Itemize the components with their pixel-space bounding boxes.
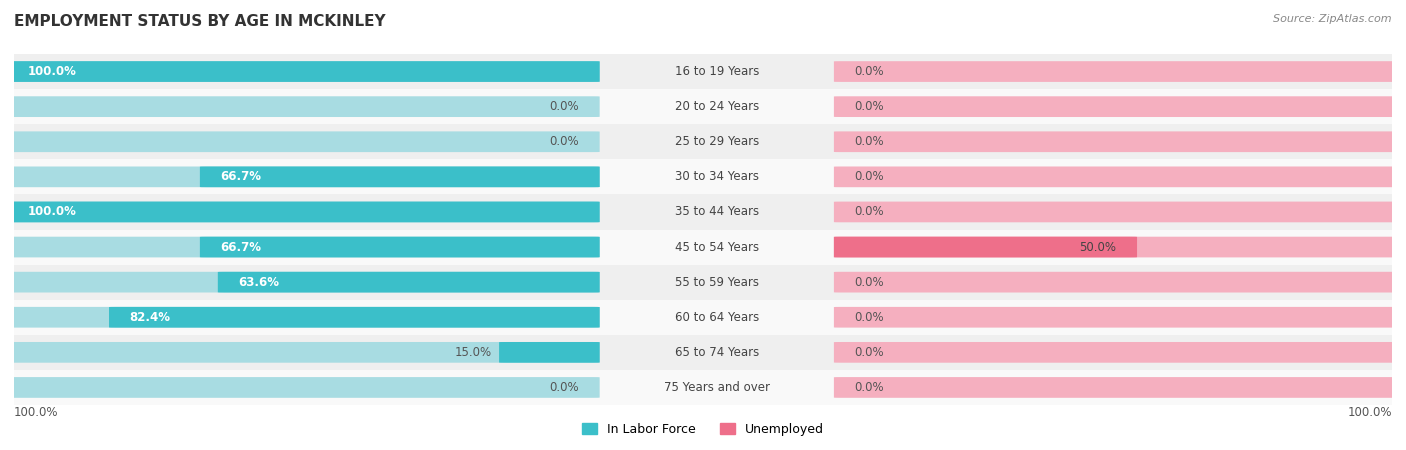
Text: 0.0%: 0.0% bbox=[855, 65, 884, 78]
Text: 0.0%: 0.0% bbox=[855, 381, 884, 394]
Bar bbox=[14, 300, 1392, 335]
Text: 65 to 74 Years: 65 to 74 Years bbox=[675, 346, 759, 359]
Bar bbox=[14, 159, 1392, 194]
Text: 15.0%: 15.0% bbox=[456, 346, 492, 359]
FancyBboxPatch shape bbox=[7, 307, 599, 328]
Bar bbox=[14, 335, 1392, 370]
Text: EMPLOYMENT STATUS BY AGE IN MCKINLEY: EMPLOYMENT STATUS BY AGE IN MCKINLEY bbox=[14, 14, 385, 28]
FancyBboxPatch shape bbox=[834, 377, 1406, 398]
FancyBboxPatch shape bbox=[834, 272, 1406, 292]
FancyBboxPatch shape bbox=[499, 342, 599, 363]
Text: 0.0%: 0.0% bbox=[550, 100, 579, 113]
Text: 66.7%: 66.7% bbox=[221, 241, 262, 253]
FancyBboxPatch shape bbox=[7, 272, 599, 292]
FancyBboxPatch shape bbox=[834, 237, 1406, 257]
FancyBboxPatch shape bbox=[834, 61, 1406, 82]
FancyBboxPatch shape bbox=[200, 166, 599, 187]
Text: 0.0%: 0.0% bbox=[550, 381, 579, 394]
FancyBboxPatch shape bbox=[834, 96, 1406, 117]
FancyBboxPatch shape bbox=[834, 342, 1406, 363]
Bar bbox=[14, 124, 1392, 159]
Text: 20 to 24 Years: 20 to 24 Years bbox=[675, 100, 759, 113]
Bar bbox=[14, 54, 1392, 89]
FancyBboxPatch shape bbox=[834, 307, 1406, 328]
Text: 0.0%: 0.0% bbox=[855, 171, 884, 183]
Text: 75 Years and over: 75 Years and over bbox=[664, 381, 769, 394]
Text: 0.0%: 0.0% bbox=[855, 100, 884, 113]
FancyBboxPatch shape bbox=[834, 166, 1406, 187]
Text: 16 to 19 Years: 16 to 19 Years bbox=[675, 65, 759, 78]
Text: Source: ZipAtlas.com: Source: ZipAtlas.com bbox=[1274, 14, 1392, 23]
Text: 55 to 59 Years: 55 to 59 Years bbox=[675, 276, 759, 288]
Text: 0.0%: 0.0% bbox=[855, 206, 884, 218]
Text: 100.0%: 100.0% bbox=[28, 65, 77, 78]
FancyBboxPatch shape bbox=[218, 272, 599, 292]
Text: 35 to 44 Years: 35 to 44 Years bbox=[675, 206, 759, 218]
FancyBboxPatch shape bbox=[834, 202, 1406, 222]
Text: 60 to 64 Years: 60 to 64 Years bbox=[675, 311, 759, 324]
Text: 45 to 54 Years: 45 to 54 Years bbox=[675, 241, 759, 253]
FancyBboxPatch shape bbox=[7, 166, 599, 187]
Text: 25 to 29 Years: 25 to 29 Years bbox=[675, 135, 759, 148]
Text: 0.0%: 0.0% bbox=[550, 135, 579, 148]
Bar bbox=[14, 265, 1392, 300]
Text: 82.4%: 82.4% bbox=[129, 311, 170, 324]
Text: 0.0%: 0.0% bbox=[855, 135, 884, 148]
FancyBboxPatch shape bbox=[200, 237, 599, 257]
Bar bbox=[14, 230, 1392, 265]
Text: 50.0%: 50.0% bbox=[1080, 241, 1116, 253]
Legend: In Labor Force, Unemployed: In Labor Force, Unemployed bbox=[576, 418, 830, 441]
Bar bbox=[14, 370, 1392, 405]
FancyBboxPatch shape bbox=[7, 342, 599, 363]
FancyBboxPatch shape bbox=[7, 202, 599, 222]
Bar bbox=[14, 194, 1392, 230]
FancyBboxPatch shape bbox=[7, 96, 599, 117]
FancyBboxPatch shape bbox=[834, 131, 1406, 152]
Text: 66.7%: 66.7% bbox=[221, 171, 262, 183]
FancyBboxPatch shape bbox=[834, 237, 1137, 257]
FancyBboxPatch shape bbox=[7, 61, 599, 82]
FancyBboxPatch shape bbox=[7, 202, 599, 222]
Text: 63.6%: 63.6% bbox=[239, 276, 280, 288]
Text: 0.0%: 0.0% bbox=[855, 311, 884, 324]
Text: 100.0%: 100.0% bbox=[28, 206, 77, 218]
Bar bbox=[14, 89, 1392, 124]
Text: 100.0%: 100.0% bbox=[14, 406, 59, 419]
FancyBboxPatch shape bbox=[7, 377, 599, 398]
FancyBboxPatch shape bbox=[7, 61, 599, 82]
Text: 0.0%: 0.0% bbox=[855, 276, 884, 288]
Text: 0.0%: 0.0% bbox=[855, 346, 884, 359]
FancyBboxPatch shape bbox=[7, 237, 599, 257]
FancyBboxPatch shape bbox=[7, 131, 599, 152]
Text: 30 to 34 Years: 30 to 34 Years bbox=[675, 171, 759, 183]
Text: 100.0%: 100.0% bbox=[1347, 406, 1392, 419]
FancyBboxPatch shape bbox=[110, 307, 599, 328]
